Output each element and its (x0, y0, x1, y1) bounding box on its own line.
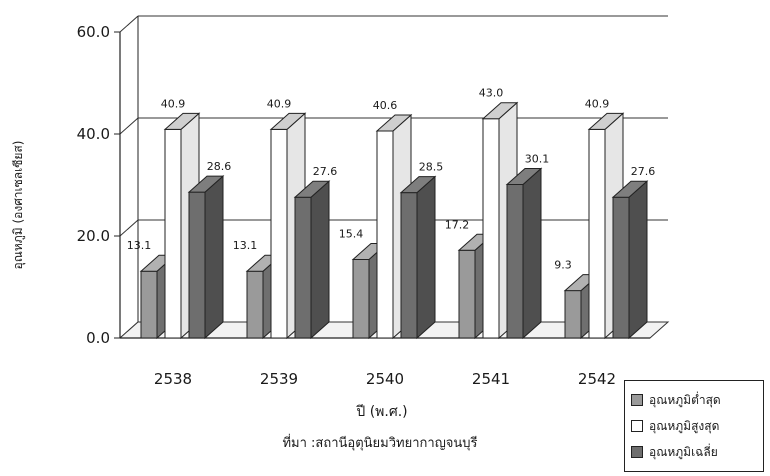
gridline-depth (119, 117, 139, 135)
bar-top (375, 114, 413, 132)
bar-side (416, 175, 436, 340)
legend-item-avg: อุณหภูมิเฉลี่ย (631, 439, 757, 465)
bar-front (352, 258, 370, 339)
legend-item-min: อุณหภูมิต่ำสุด (631, 387, 757, 413)
bar-top (481, 102, 519, 120)
x-tick-label: 2540 (366, 370, 404, 388)
bar-front (188, 191, 206, 339)
bar-top (399, 176, 437, 194)
data-label: 40.9 (585, 97, 610, 110)
bar-top (187, 175, 225, 193)
bar-top (611, 180, 649, 198)
legend-label-min: อุณหภูมิต่ำสุด (649, 392, 721, 407)
bar-top (293, 180, 331, 198)
data-label: 13.1 (233, 239, 258, 252)
data-label: 40.9 (267, 97, 292, 110)
bar-front (246, 270, 264, 339)
legend-swatch-avg (631, 446, 643, 458)
y-tick-label: 60.0 (77, 23, 110, 41)
data-label: 9.3 (554, 259, 572, 272)
bar-top (163, 112, 201, 130)
bar-front (376, 130, 394, 339)
data-label: 40.9 (161, 97, 186, 110)
data-label: 27.6 (631, 165, 656, 178)
legend-swatch-max (631, 420, 643, 432)
data-label: 27.6 (313, 165, 338, 178)
bar-front (612, 196, 630, 339)
legend-item-max: อุณหภูมิสูงสุด (631, 413, 757, 439)
x-tick-label: 2538 (154, 370, 192, 388)
data-label: 28.5 (419, 161, 444, 174)
source-note: ที่มา :สถานีอุตุนิยมวิทยากาญจนบุรี (282, 434, 477, 451)
data-label: 40.6 (373, 99, 398, 112)
bar-front (506, 183, 524, 339)
bar-top (587, 112, 625, 130)
x-tick-label: 2541 (472, 370, 510, 388)
gridline-depth (119, 15, 139, 33)
data-label: 28.6 (207, 160, 232, 173)
legend-swatch-min (631, 394, 643, 406)
y-tick-label: 40.0 (77, 125, 110, 143)
label-layer: 13.1 40.9 28.6 2538 13.1 40.9 27.6 2539 15.4 40.6… (127, 87, 656, 388)
bar-front (164, 128, 182, 339)
data-label: 17.2 (445, 218, 470, 231)
x-axis-title: ปี (พ.ศ.) (356, 404, 408, 420)
bar-side (522, 167, 542, 340)
legend-label-avg: อุณหภูมิเฉลี่ย (649, 444, 718, 459)
bar-top (269, 112, 307, 130)
legend-label-max: อุณหภูมิสูงสุด (649, 418, 720, 433)
bar-front (564, 290, 582, 339)
bar-front (270, 128, 288, 339)
bar-front (400, 192, 418, 339)
data-label: 15.4 (339, 227, 364, 240)
y-tick-label: 0.0 (86, 329, 110, 347)
y-tick-label: 20.0 (77, 227, 110, 245)
data-label: 43.0 (479, 87, 504, 100)
bar-top (505, 167, 543, 185)
bar-side (204, 175, 224, 340)
x-tick-label: 2539 (260, 370, 298, 388)
bar-front (458, 249, 476, 339)
bar-side (628, 180, 648, 340)
bar-layer (139, 101, 649, 340)
bar-side (310, 180, 330, 340)
bar-front (294, 196, 312, 339)
y-axis-title: อุณหภูมิ (องศาเซลเซียส) (11, 141, 26, 270)
data-label: 13.1 (127, 239, 152, 252)
bar-front (588, 128, 606, 339)
gridline-depth (119, 219, 139, 237)
legend: อุณหภูมิต่ำสุด อุณหภูมิสูงสุด อุณหภูมิเฉ… (624, 380, 764, 472)
data-label: 30.1 (525, 152, 550, 165)
bar-front (482, 118, 500, 339)
x-tick-label: 2542 (578, 370, 616, 388)
bar-front (140, 270, 158, 339)
